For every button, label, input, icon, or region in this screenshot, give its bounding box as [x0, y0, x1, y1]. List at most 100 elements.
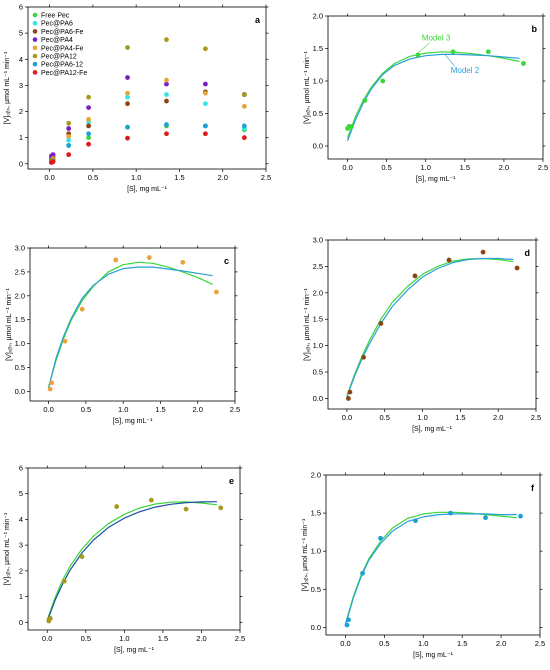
y-axis-label: [V]ₒᵦₛ, µmol mL⁻¹ min⁻¹: [6, 288, 13, 361]
data-point: [378, 535, 383, 541]
x-tick-label: 1.0: [421, 163, 431, 172]
legend-marker: [32, 29, 38, 34]
panel-letter: f: [531, 483, 535, 493]
legend-entry: Free Pec: [41, 13, 70, 20]
data-point: [86, 131, 91, 137]
y-axis-label: [V]ₒᵦₛ, µmol mL⁻¹ min⁻¹: [4, 512, 11, 585]
legend-entry: Pec@PA6: [41, 21, 73, 28]
data-point: [378, 321, 384, 326]
chart-panel-a: 0.0 0.5 1.0 1.5 2.0 2.5 0 1 2 3 4 5 6 [S], mg mL⁻¹ [V]…: [4, 3, 271, 194]
legend-marker: [32, 61, 38, 67]
model-curve-model-3: [344, 511, 517, 624]
y-tick-label: 2: [19, 566, 23, 575]
legend-marker: [32, 12, 38, 18]
x-tick-label: 1.5: [457, 639, 467, 648]
x-tick-label: 2.5: [261, 173, 271, 182]
y-tick-label: 1.5: [313, 44, 323, 53]
panel-letter: e: [229, 476, 234, 486]
data-point: [114, 504, 120, 509]
x-tick-label: 0.5: [380, 413, 390, 422]
data-point: [47, 386, 53, 392]
x-tick-label: 2.5: [535, 639, 545, 648]
plot-frame: [27, 6, 267, 170]
data-point: [480, 249, 486, 255]
data-point: [203, 81, 208, 87]
y-tick-label: 1.0: [313, 77, 323, 86]
y-axis-label: [V]ₒᵦₛ, µmol mL⁻¹ min⁻¹: [304, 51, 311, 124]
x-tick-label: 2.0: [496, 639, 506, 648]
annotation-leader-model-2: [445, 54, 455, 67]
data-point: [79, 554, 85, 560]
chart-panel-c: 0.0 0.5 1.0 1.5 2.0 2.5 0.0 0.5 1.0 1.5 2.0 2.5 3.0 […: [6, 244, 240, 426]
x-tick-label: 1.0: [118, 405, 128, 414]
data-point: [344, 622, 350, 628]
y-tick-label: 0: [19, 159, 23, 168]
x-tick-label: 1.5: [158, 634, 168, 643]
chart-panel-d: 0.0 0.5 1.0 1.5 2.0 2.5 0.0 0.5 1.0 1.5 2.0 2.5 3.0 […: [304, 236, 541, 434]
data-point: [413, 518, 418, 524]
data-point: [203, 46, 208, 52]
legend-entry: Pec@PA12-Fe: [41, 70, 87, 77]
model-curve-model-3: [346, 257, 514, 397]
data-point: [79, 306, 85, 312]
x-tick-label: 2.0: [499, 163, 509, 172]
chart-panel-f: 0.0 0.5 1.0 1.5 2.0 2.5 0.0 0.5 1.0 1.5 2.0 [S], mg…: [302, 471, 545, 660]
y-tick-label: 0.5: [311, 585, 321, 594]
data-point: [183, 506, 189, 512]
data-point: [164, 122, 169, 127]
data-point: [164, 98, 169, 104]
y-tick-label: 1: [19, 592, 23, 601]
x-tick-label: 2.0: [193, 405, 203, 414]
data-point: [125, 101, 130, 107]
x-axis-label: [S], mg mL⁻¹: [416, 176, 457, 183]
y-tick-label: 5: [19, 489, 23, 498]
y-tick-label: 1.5: [15, 315, 25, 324]
data-point: [66, 137, 72, 143]
y-axis-label: [V]ₒᵦₛ, µmol mL⁻¹ min⁻¹: [304, 288, 311, 361]
y-tick-label: 2.0: [313, 288, 323, 297]
x-tick-label: 2.5: [230, 405, 240, 414]
x-axis-label: [S], mg mL⁻¹: [113, 418, 154, 425]
x-tick-label: 0.0: [43, 405, 53, 414]
data-point: [347, 389, 353, 395]
legend-entry: Pec@PA12: [41, 54, 77, 61]
data-point: [521, 61, 526, 66]
x-tick-label: 2.0: [196, 634, 206, 643]
y-tick-label: 3.0: [313, 236, 323, 245]
y-tick-label: 0: [19, 618, 23, 627]
data-point: [47, 616, 53, 621]
data-point: [448, 510, 453, 516]
data-point: [362, 98, 368, 103]
legend-entry: Pec@PA6-12: [41, 62, 83, 69]
data-point: [164, 131, 169, 137]
panel-letter: d: [525, 248, 531, 258]
x-tick-label: 0.5: [381, 163, 391, 172]
data-point: [62, 338, 68, 344]
legend-marker: [32, 53, 38, 59]
data-point: [203, 90, 208, 96]
annotation-model-2: Model 2: [451, 66, 480, 75]
data-point: [49, 380, 55, 386]
data-point: [446, 257, 452, 263]
y-tick-label: 3: [19, 541, 23, 550]
data-point: [218, 505, 224, 511]
model-curve-model-3: [46, 501, 217, 620]
legend-marker: [32, 37, 38, 42]
data-point: [66, 120, 72, 126]
plot-frame: [29, 247, 236, 402]
data-point: [213, 289, 219, 295]
legend-entry: Pec@PA6-Fe: [41, 29, 83, 36]
data-point: [125, 124, 130, 130]
model-curve-model-2: [48, 266, 213, 388]
data-point: [450, 49, 456, 55]
x-tick-label: 0.0: [42, 634, 52, 643]
chart-panel-e: 0.0 0.5 1.0 1.5 2.0 2.5 0 1 2 3 4 5 6 [S], mg mL⁻¹ [V]…: [4, 464, 245, 655]
data-point: [518, 513, 523, 519]
model-curve-model-2: [346, 53, 520, 142]
data-point: [346, 396, 351, 401]
panel-letter: c: [224, 256, 229, 266]
model-curve-model-3: [48, 261, 213, 387]
y-tick-label: 0.5: [313, 109, 323, 118]
y-tick-label: 6: [19, 3, 23, 12]
